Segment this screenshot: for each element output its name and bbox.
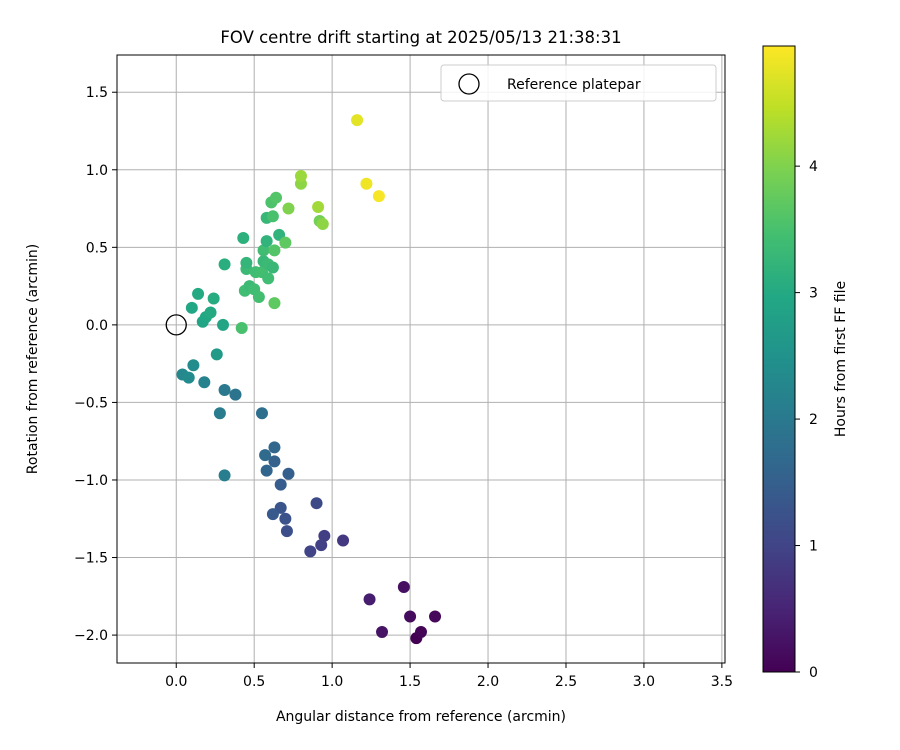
data-point: [262, 272, 275, 285]
data-point: [210, 348, 223, 361]
data-point: [270, 191, 283, 204]
colorbar-tick-label: 2: [809, 412, 818, 428]
data-point: [217, 318, 230, 331]
data-point: [266, 508, 279, 521]
data-point: [337, 534, 350, 547]
data-point: [266, 261, 279, 274]
data-point: [213, 407, 226, 420]
data-point: [294, 169, 307, 182]
data-point: [198, 376, 211, 389]
legend: Reference platepar: [440, 64, 717, 102]
x-axis: 0.0 0.5 1.0 1.5 2.0 2.5 3.0 3.5: [165, 663, 733, 690]
data-point: [268, 297, 281, 310]
x-tick-label: 3.0: [633, 674, 655, 690]
x-tick-label: 3.5: [711, 674, 733, 690]
legend-box: [440, 64, 717, 102]
y-tick-label: −1.5: [74, 551, 108, 567]
data-point: [260, 235, 273, 248]
reference-platepar-marker: [165, 314, 187, 336]
data-point: [268, 441, 281, 454]
data-point: [304, 545, 317, 558]
data-point: [218, 469, 231, 482]
data-point: [312, 201, 325, 213]
data-point: [218, 258, 231, 271]
data-point: [376, 625, 389, 638]
data-point: [280, 525, 293, 538]
data-point: [310, 497, 323, 510]
data-point: [252, 290, 265, 303]
y-tick-label: 1.5: [86, 85, 108, 101]
colorbar-tick-label: 4: [809, 159, 818, 175]
data-point: [187, 359, 200, 372]
data-point: [316, 218, 329, 231]
colorbar-label: Hours from first FF file: [833, 281, 849, 437]
data-point: [282, 467, 295, 480]
colorbar-gradient: [762, 45, 796, 673]
data-point: [315, 539, 328, 552]
data-point: [237, 232, 250, 245]
data-point: [240, 256, 253, 269]
plot-frame: [116, 54, 726, 664]
data-point: [372, 190, 385, 203]
chart-title: FOV centre drift starting at 2025/05/13 …: [220, 28, 621, 47]
data-point: [260, 464, 273, 477]
data-point: [429, 610, 442, 623]
y-tick-label: −2.0: [74, 628, 108, 644]
data-point: [279, 236, 292, 249]
data-point: [397, 581, 410, 593]
y-axis: −2.0 −1.5 −1.0 −0.5 0.0 0.5 1.0 1.5: [74, 85, 117, 644]
data-point: [235, 321, 248, 334]
data-point: [363, 593, 376, 606]
data-point: [318, 529, 331, 542]
x-tick-label: 2.0: [477, 674, 499, 690]
data-point: [229, 388, 242, 401]
data-point: [185, 301, 198, 314]
data-point: [415, 625, 427, 638]
colorbar-tick-label: 0: [809, 665, 818, 681]
data-point: [182, 371, 195, 384]
data-point: [218, 384, 231, 397]
data-point: [268, 244, 281, 257]
y-tick-label: 0.0: [86, 318, 108, 334]
data-point: [268, 455, 281, 468]
colorbar: 0 1 2 3 4 Hours from first FF file: [762, 45, 849, 681]
legend-label: Reference platepar: [507, 77, 641, 93]
x-tick-label: 0.0: [165, 674, 187, 690]
data-point: [266, 210, 279, 223]
data-point: [192, 287, 205, 300]
data-point: [404, 610, 417, 623]
y-tick-label: 1.0: [86, 163, 108, 179]
x-tick-label: 1.0: [321, 674, 343, 690]
data-point: [204, 306, 217, 319]
data-point: [255, 407, 268, 420]
x-tick-label: 1.5: [399, 674, 421, 690]
x-tick-label: 0.5: [243, 674, 265, 690]
data-point: [207, 292, 220, 305]
x-tick-label: 2.5: [555, 674, 577, 690]
y-axis-label: Rotation from reference (arcmin): [25, 244, 41, 474]
y-tick-label: 0.5: [86, 240, 108, 256]
colorbar-tick-label: 1: [809, 539, 818, 555]
legend-hollow-circle-icon: [458, 73, 480, 95]
data-point: [351, 114, 364, 127]
data-point: [282, 202, 295, 215]
data-points: [176, 114, 442, 645]
data-point: [257, 244, 270, 257]
data-point: [274, 478, 287, 491]
data-point: [279, 512, 292, 525]
x-axis-label: Angular distance from reference (arcmin): [276, 709, 566, 725]
colorbar-ticks: 0 1 2 3 4: [795, 159, 818, 681]
y-tick-label: −1.0: [74, 473, 108, 489]
data-point: [360, 177, 373, 190]
grid: [117, 55, 725, 663]
y-tick-label: −0.5: [74, 395, 108, 411]
colorbar-tick-label: 3: [809, 286, 818, 302]
data-point: [259, 449, 272, 462]
